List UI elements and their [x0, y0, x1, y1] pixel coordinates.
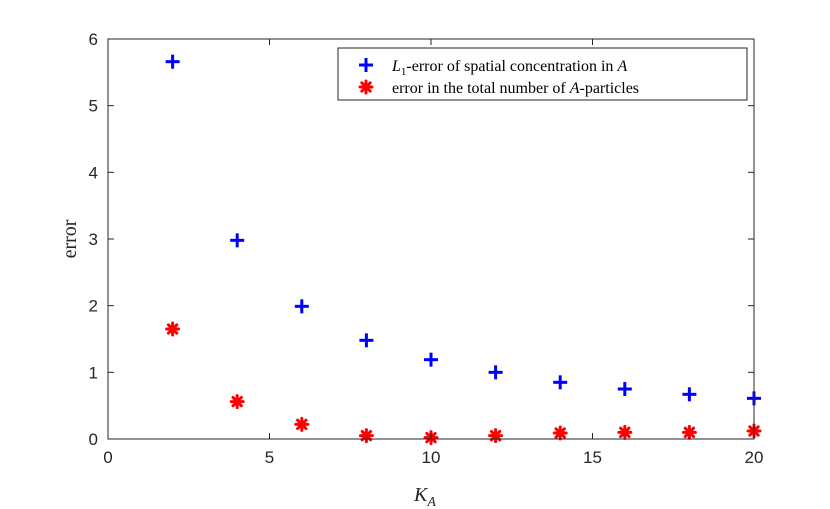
data-point-series-2	[358, 428, 374, 444]
x-tick-label: 15	[583, 448, 602, 467]
x-tick-label: 10	[422, 448, 441, 467]
y-tick-label: 4	[89, 163, 98, 182]
y-tick-label: 2	[89, 297, 98, 316]
y-tick-label: 3	[89, 230, 98, 249]
data-point-series-2	[488, 428, 504, 444]
data-point-series-2	[165, 321, 181, 337]
legend-label-series-2: error in the total number of A-particles	[392, 80, 639, 97]
data-point-series-1	[165, 54, 180, 69]
x-axis-title: KA	[413, 484, 436, 509]
data-point-series-1	[294, 299, 309, 314]
data-point-series-1	[424, 352, 438, 367]
data-point-series-2	[294, 416, 310, 432]
data-point-series-2	[617, 424, 633, 440]
axes: 0 5 10 15 20 0 1 2 3 4 5 6	[89, 30, 764, 467]
plot-area	[108, 39, 754, 439]
legend-marker-series-1	[359, 58, 373, 72]
data-point-series-1	[617, 382, 632, 396]
data-point-series-1	[682, 387, 697, 402]
legend-marker-series-2	[358, 79, 374, 95]
y-tick-label: 5	[89, 97, 98, 116]
data-point-series-2	[552, 425, 568, 441]
y-tick-label: 0	[89, 430, 98, 449]
x-tick-label: 20	[745, 448, 764, 467]
data-point-series-1	[488, 365, 503, 380]
data-point-series-2	[229, 394, 245, 410]
legend: L1-error of spatial concentration in A e…	[337, 47, 748, 101]
data-point-series-1	[359, 333, 374, 348]
data-point-series-1	[553, 375, 568, 390]
data-point-series-2	[681, 424, 697, 440]
data-point-series-1	[230, 233, 245, 248]
y-axis-title: error	[59, 219, 81, 258]
y-tick-label: 1	[89, 363, 98, 382]
y-tick-label: 6	[89, 30, 98, 49]
legend-label-series-1: L1-error of spatial concentration in A	[391, 58, 627, 78]
legend-box	[337, 47, 748, 101]
x-tick-label: 0	[103, 448, 112, 467]
x-tick-label: 5	[265, 448, 274, 467]
